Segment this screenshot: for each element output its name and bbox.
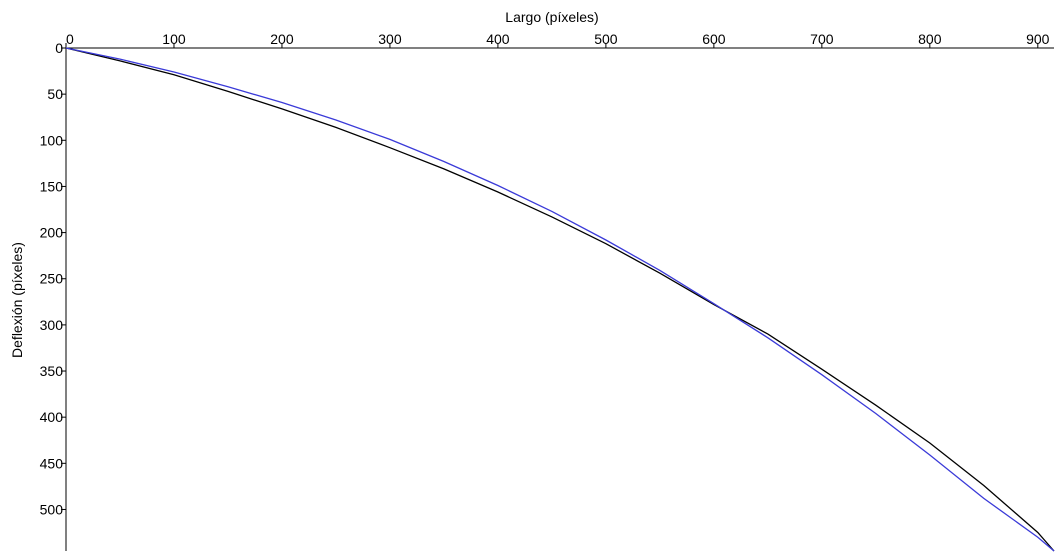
y-tick-label: 500 bbox=[40, 501, 64, 517]
x-axis-title: Largo (píxeles) bbox=[505, 9, 598, 25]
y-tick-label: 200 bbox=[40, 225, 64, 241]
series-group bbox=[65, 47, 1055, 552]
y-tick-label: 0 bbox=[55, 40, 63, 56]
y-tick-label: 50 bbox=[47, 86, 63, 102]
x-tick-label: 0 bbox=[66, 31, 74, 47]
series-line-1 bbox=[65, 47, 1055, 552]
y-tick-label: 450 bbox=[40, 455, 64, 471]
x-tick-label: 500 bbox=[594, 31, 618, 47]
x-tick-label: 300 bbox=[378, 31, 402, 47]
y-tick-label: 400 bbox=[40, 409, 64, 425]
x-ticks: 0 100 200 300 400 500 600 700 800 900 bbox=[65, 31, 1050, 48]
x-tick-label: 400 bbox=[486, 31, 510, 47]
y-tick-label: 250 bbox=[40, 271, 64, 287]
x-tick-label: 800 bbox=[918, 31, 942, 47]
x-tick-label: 900 bbox=[1026, 31, 1050, 47]
y-ticks: 0 50 100 150 200 250 300 350 400 450 500 bbox=[40, 40, 66, 517]
x-tick-label: 200 bbox=[270, 31, 294, 47]
x-tick-label: 700 bbox=[810, 31, 834, 47]
y-axis-title: Deflexión (píxeles) bbox=[9, 242, 25, 358]
series-line-2 bbox=[65, 47, 1055, 552]
y-tick-label: 350 bbox=[40, 363, 64, 379]
y-tick-label: 300 bbox=[40, 317, 64, 333]
x-tick-label: 600 bbox=[702, 31, 726, 47]
y-tick-label: 150 bbox=[40, 178, 64, 194]
x-tick-label: 100 bbox=[162, 31, 186, 47]
y-tick-label: 100 bbox=[40, 132, 64, 148]
